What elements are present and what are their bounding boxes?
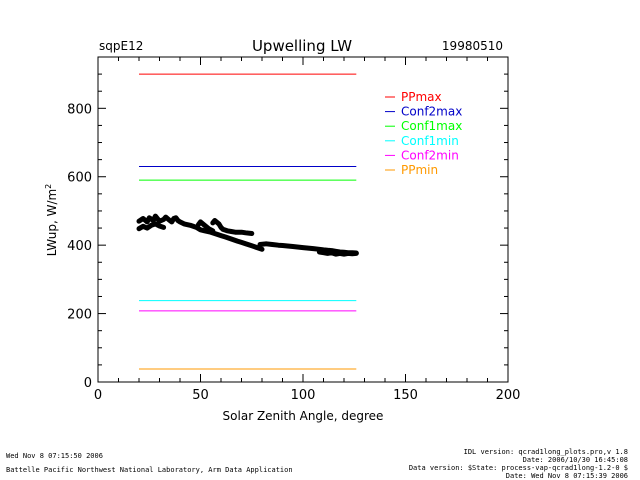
legend: PPmaxConf2maxConf1maxConf1minConf2minPPm… bbox=[385, 90, 462, 177]
y-tick-label: 800 bbox=[67, 102, 92, 117]
data-segment bbox=[316, 249, 359, 257]
legend-label-ppmin: PPmin bbox=[401, 163, 438, 177]
y-tick-label: 400 bbox=[67, 239, 92, 254]
legend-label-conf2max: Conf2max bbox=[401, 105, 462, 119]
footer-data-version: Data version: $State: process-vap-qcrad1… bbox=[408, 464, 628, 472]
footer-data-date: Date: Wed Nov 8 07:15:39 2006 bbox=[505, 472, 628, 480]
footer-idl-date: Date: 2006/10/30 16:45:08 bbox=[522, 456, 628, 464]
x-tick-label: 0 bbox=[94, 388, 102, 403]
footer-run-time: Wed Nov 8 07:15:50 2006 bbox=[6, 452, 103, 460]
date-label: 19980510 bbox=[442, 39, 503, 53]
data-segment bbox=[210, 218, 255, 236]
x-tick-label: 100 bbox=[291, 388, 316, 403]
limit-lines bbox=[139, 73, 357, 370]
footer-idl-version: IDL version: qcrad1long_plots.pro,v 1.8 bbox=[463, 448, 628, 456]
legend-label-conf2min: Conf2min bbox=[401, 148, 459, 162]
y-axis-label-main: LWup, W/m bbox=[45, 189, 59, 256]
site-label: sqpE12 bbox=[99, 39, 143, 53]
data-segment bbox=[136, 221, 167, 232]
y-tick-label: 200 bbox=[67, 308, 92, 323]
data-series bbox=[136, 213, 359, 257]
x-tick-label: 200 bbox=[496, 388, 521, 403]
axes: 0 50 100 150 200 0 200 400 600 800 bbox=[67, 57, 520, 403]
legend-label-ppmax: PPmax bbox=[401, 90, 442, 104]
y-tick-label: 0 bbox=[84, 376, 92, 391]
y-tick-label: 600 bbox=[67, 171, 92, 186]
legend-label-conf1max: Conf1max bbox=[401, 119, 462, 133]
y-axis-label-superscript: 2 bbox=[44, 184, 53, 189]
y-axis-label: LWup, W/m2 bbox=[44, 184, 59, 257]
data-segment bbox=[136, 213, 265, 252]
x-tick-label: 50 bbox=[192, 388, 209, 403]
chart-title: Upwelling LW bbox=[252, 37, 352, 55]
legend-label-conf1min: Conf1min bbox=[401, 134, 459, 148]
x-tick-label: 150 bbox=[393, 388, 418, 403]
footer-lab: Battelle Pacific Northwest National Labo… bbox=[6, 466, 293, 474]
x-axis-label: Solar Zenith Angle, degree bbox=[223, 409, 384, 423]
data-segment bbox=[195, 219, 216, 234]
